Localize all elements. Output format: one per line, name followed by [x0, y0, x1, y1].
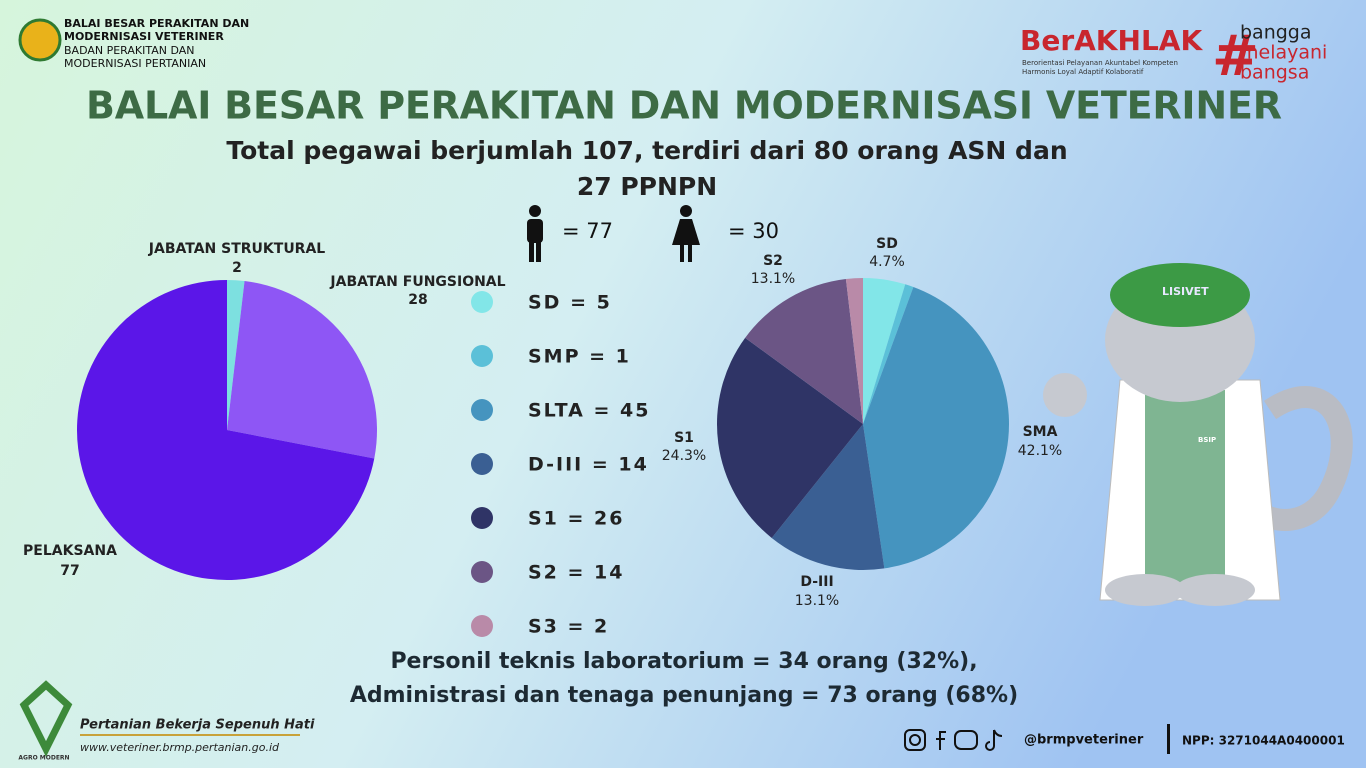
slice-label: S1 [674, 430, 694, 446]
org-text: MODERNISASI PERTANIAN [64, 57, 206, 70]
org-text: BADAN PERAKITAN DAN [64, 44, 195, 57]
berakhlak: BerAKHLAK [1020, 24, 1203, 57]
slice-label: SD [876, 236, 898, 252]
pie-slice [716, 337, 863, 538]
legend-label: SD = 5 [528, 292, 612, 314]
slice-label: JABATAN FUNGSIONAL [329, 274, 505, 290]
legend-label: S2 = 14 [528, 562, 625, 584]
pie-slice [845, 278, 863, 424]
slice-value: 28 [408, 292, 427, 308]
subtitle: 27 PPNPN [577, 172, 717, 201]
pie-slice [863, 278, 906, 424]
pie-slice [77, 280, 375, 580]
slice-value: 2 [232, 260, 242, 276]
legend-label: S1 = 26 [528, 508, 625, 530]
female-count: = 30 [728, 219, 779, 243]
bottom-text: Administrasi dan tenaga penunjang = 73 o… [350, 683, 1018, 708]
slice-value: 13.1% [751, 271, 795, 287]
bottom-text: Personil teknis laboratorium = 34 orang … [390, 649, 977, 674]
bangga: bangsa [1240, 62, 1309, 84]
handle: @brmpveteriner [1024, 733, 1144, 748]
slice-label: SMA [1023, 424, 1058, 440]
slice-value: 42.1% [1018, 443, 1062, 459]
title: BALAI BESAR PERAKITAN DAN MODERNISASI VE… [86, 84, 1282, 128]
social-icons [904, 729, 1003, 751]
pie-slice [227, 280, 245, 430]
pie-slice [863, 286, 1009, 569]
subtitle: Total pegawai berjumlah 107, terdiri dar… [226, 136, 1067, 165]
slice-value: 77 [60, 563, 79, 579]
legend-swatch [471, 507, 493, 529]
slice-label: D-III [800, 574, 833, 590]
bangga: melayani [1240, 42, 1327, 64]
pie-slice [745, 279, 863, 424]
legend-label: D-III = 14 [528, 454, 649, 476]
org-text: BALAI BESAR PERAKITAN DAN [64, 17, 249, 30]
org-text: MODERNISASI VETERINER [64, 30, 224, 43]
slice-label: PELAKSANA [23, 543, 117, 559]
legend-swatch [471, 345, 493, 367]
male-icon [527, 205, 543, 262]
female-icon [672, 205, 700, 262]
berakhlak-sub: Harmonis Loyal Adaptif Kolaboratif [1022, 68, 1144, 76]
slice-value: 13.1% [795, 593, 839, 609]
brand: AGRO MODERN [18, 755, 69, 762]
cap-text: LISIVET [1162, 285, 1209, 298]
pie-slice [863, 284, 914, 424]
legend-label: S3 = 2 [528, 616, 609, 638]
logo [18, 18, 62, 62]
npp: NPP: 3271044A0400001 [1182, 734, 1345, 748]
berakhlak-sub: Berorientasi Pelayanan Akuntabel Kompete… [1022, 59, 1178, 67]
hash: # [1212, 24, 1259, 89]
bangga: bangga [1240, 22, 1312, 44]
slice-value: 4.7% [869, 254, 905, 270]
badge: BSIP [1198, 436, 1216, 444]
male-count: = 77 [562, 219, 613, 243]
mascot: LISIVET BSIP [1043, 263, 1353, 606]
legend-swatch [471, 399, 493, 421]
slice-label: S2 [763, 253, 783, 269]
slice-label: JABATAN STRUKTURAL [148, 241, 326, 257]
legend-swatch [471, 453, 493, 475]
website: www.veteriner.brmp.pertanian.go.id [80, 741, 280, 754]
legend-swatch [471, 561, 493, 583]
pie-slice [227, 281, 377, 459]
agro-logo [19, 680, 73, 757]
pie-slice [771, 424, 885, 570]
legend-label: SMP = 1 [528, 346, 631, 368]
legend-label: SLTA = 45 [528, 400, 650, 422]
slice-value: 24.3% [662, 448, 706, 464]
legend-swatch [471, 291, 493, 313]
tagline: Pertanian Bekerja Sepenuh Hati [80, 718, 315, 733]
legend-swatch [471, 615, 493, 637]
separator [1167, 724, 1170, 754]
